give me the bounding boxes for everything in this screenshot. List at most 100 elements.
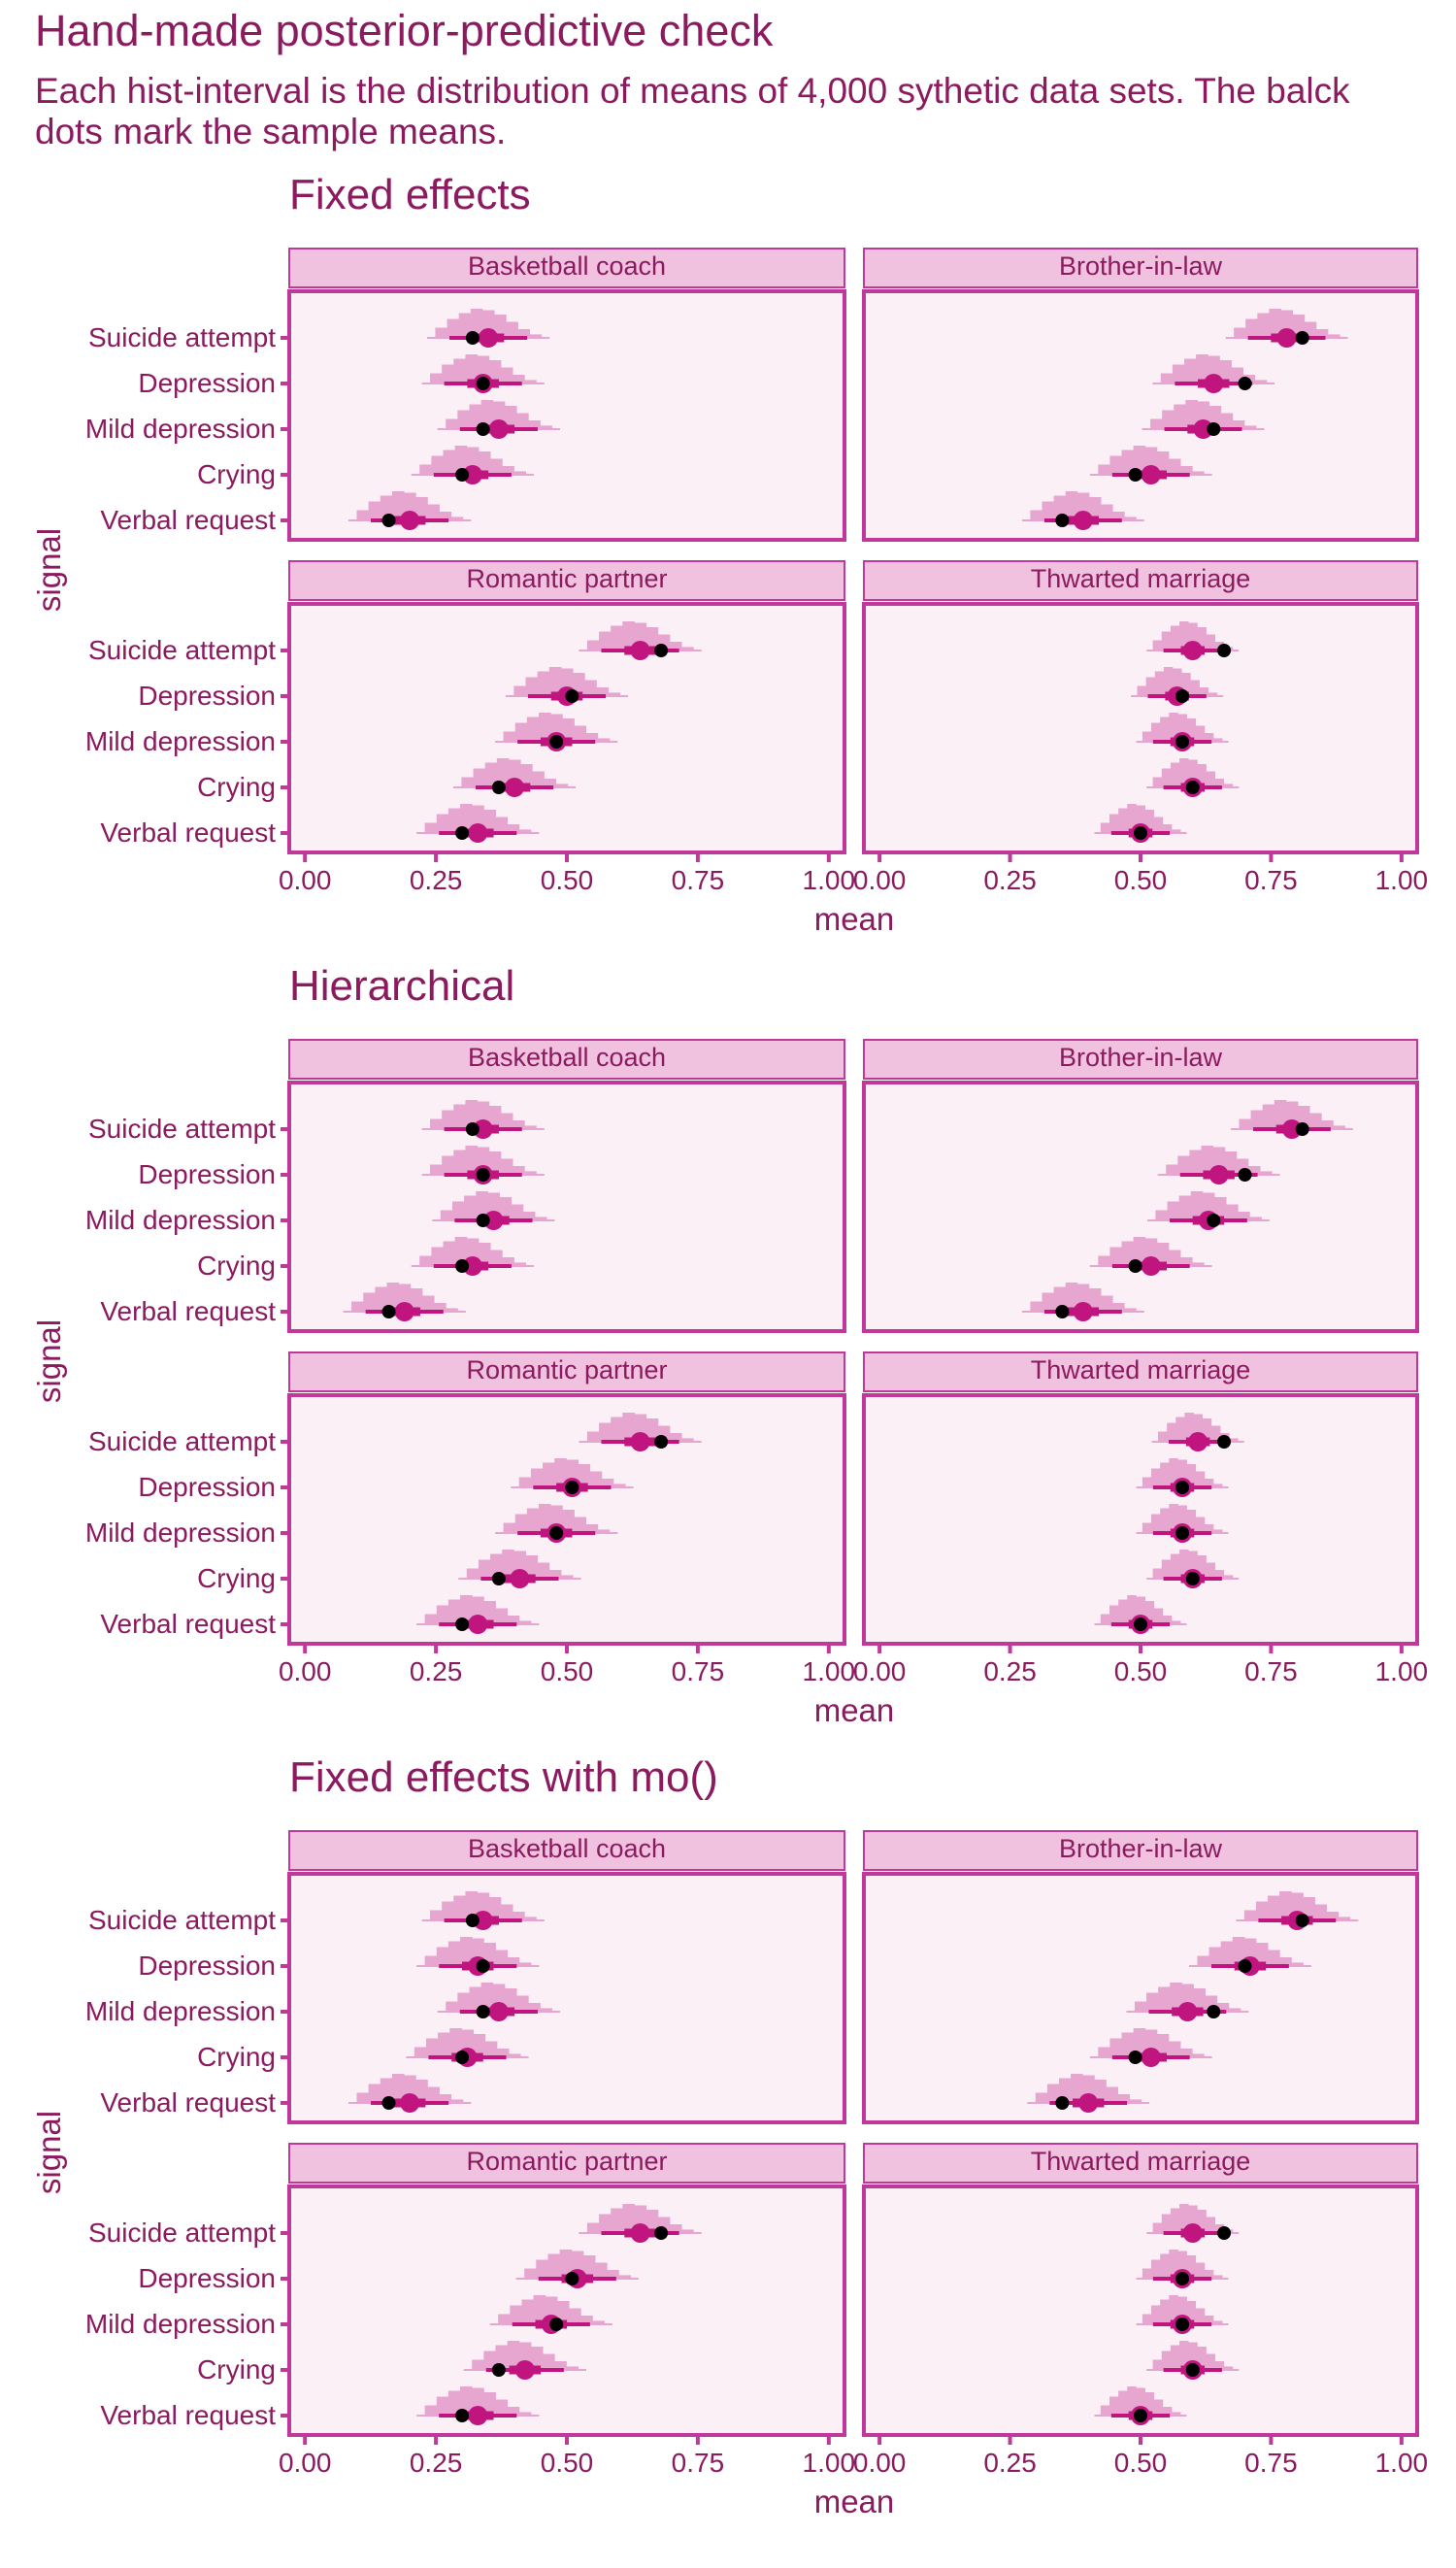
y-tick-label: Crying bbox=[197, 772, 276, 802]
posterior-hist-bar bbox=[589, 1471, 603, 1487]
y-tick-label: Suicide attempt bbox=[88, 1114, 276, 1144]
facet-strip bbox=[288, 1039, 845, 1080]
posterior-median-point bbox=[514, 2360, 535, 2380]
posterior-hist-bar bbox=[1134, 2001, 1147, 2012]
x-tick-label: 1.00 bbox=[1375, 2448, 1429, 2478]
posterior-hist-bar bbox=[543, 2353, 555, 2370]
posterior-hist-bar bbox=[528, 420, 541, 429]
posterior-hist-bar bbox=[424, 2405, 438, 2416]
posterior-hist-bar bbox=[1100, 504, 1113, 520]
posterior-hist-bar bbox=[1291, 1962, 1304, 1966]
posterior-hist-bar bbox=[1151, 2259, 1161, 2279]
posterior-hist-bar bbox=[1208, 692, 1218, 696]
posterior-hist-bar bbox=[484, 762, 498, 787]
sample-mean-dot bbox=[1055, 2096, 1070, 2110]
posterior-hist-bar bbox=[1214, 2361, 1225, 2370]
posterior-median-point bbox=[483, 1211, 504, 1230]
posterior-hist-bar bbox=[442, 1155, 454, 1175]
posterior-hist-bar bbox=[1249, 1217, 1262, 1220]
x-tick-label: 0.00 bbox=[279, 2448, 332, 2478]
x-tick-label: 0.50 bbox=[541, 1656, 594, 1686]
posterior-hist-bar bbox=[525, 677, 539, 696]
y-tick-label: Mild depression bbox=[85, 1205, 276, 1235]
posterior-hist-bar bbox=[585, 733, 599, 742]
posterior-hist-bar bbox=[375, 1286, 387, 1312]
posterior-hist-bar bbox=[1243, 425, 1257, 429]
posterior-median-point bbox=[630, 641, 650, 660]
posterior-hist-bar bbox=[1109, 455, 1122, 475]
facet-label: Romantic partner bbox=[466, 2147, 667, 2176]
sample-mean-dot bbox=[1175, 1481, 1190, 1494]
y-axis-title: signal bbox=[31, 1319, 67, 1403]
posterior-hist-bar bbox=[473, 2034, 486, 2057]
posterior-hist-bar bbox=[645, 2210, 659, 2233]
x-tick-label: 0.75 bbox=[672, 1656, 725, 1686]
posterior-hist-bar bbox=[1121, 1241, 1135, 1266]
posterior-median-point bbox=[1141, 1256, 1161, 1276]
posterior-hist-bar bbox=[507, 1957, 520, 1966]
posterior-hist-bar bbox=[351, 1301, 364, 1312]
facet-strip bbox=[288, 1830, 845, 1871]
posterior-hist-bar bbox=[1201, 1146, 1214, 1175]
posterior-hist-bar bbox=[514, 722, 528, 742]
x-tick-label: 0.75 bbox=[1244, 865, 1298, 895]
posterior-hist-bar bbox=[1150, 418, 1163, 429]
posterior-hist-bar bbox=[536, 2259, 548, 2279]
facet-strip bbox=[288, 1351, 845, 1392]
posterior-hist-bar bbox=[1155, 1210, 1169, 1220]
posterior-hist-bar bbox=[1035, 2092, 1048, 2103]
posterior-hist-bar bbox=[1158, 1986, 1171, 2012]
posterior-hist-bar bbox=[530, 2347, 544, 2370]
posterior-hist-bar bbox=[534, 1217, 547, 1220]
posterior-hist-bar bbox=[454, 1237, 468, 1266]
posterior-hist-bar bbox=[1243, 1910, 1257, 1920]
posterior-hist-bar bbox=[465, 1100, 479, 1129]
posterior-hist-bar bbox=[1190, 1191, 1204, 1220]
posterior-hist-bar bbox=[669, 2224, 682, 2233]
posterior-hist-bar bbox=[457, 410, 470, 429]
posterior-hist-bar bbox=[1088, 497, 1102, 520]
posterior-hist-bar bbox=[514, 1514, 528, 1533]
x-tick-label: 0.25 bbox=[410, 865, 463, 895]
posterior-hist-bar bbox=[1186, 718, 1197, 742]
x-tick-label: 1.00 bbox=[803, 2448, 856, 2478]
posterior-hist-bar bbox=[1094, 2080, 1107, 2103]
posterior-hist-bar bbox=[435, 327, 448, 338]
sample-mean-dot bbox=[465, 1914, 480, 1927]
posterior-hist-bar bbox=[1166, 1164, 1178, 1175]
posterior-hist-bar bbox=[1269, 309, 1282, 338]
posterior-hist-bar bbox=[1100, 1295, 1113, 1312]
posterior-hist-bar bbox=[622, 1413, 635, 1442]
posterior-hist-bar bbox=[1245, 318, 1258, 338]
y-tick-label: Depression bbox=[138, 1951, 276, 1981]
posterior-hist-bar bbox=[1065, 491, 1078, 520]
posterior-hist-bar bbox=[1180, 466, 1193, 475]
x-tick-label: 0.25 bbox=[410, 1656, 463, 1686]
posterior-hist-bar bbox=[1169, 1458, 1178, 1487]
posterior-hist-bar bbox=[442, 1901, 454, 1920]
x-tick-label: 1.00 bbox=[1375, 1656, 1429, 1686]
posterior-hist-bar bbox=[1133, 446, 1146, 475]
posterior-hist-bar bbox=[1065, 1283, 1078, 1312]
posterior-hist-bar bbox=[526, 1508, 540, 1533]
posterior-hist-bar bbox=[450, 2099, 464, 2103]
posterior-hist-bar bbox=[1169, 1504, 1178, 1533]
posterior-hist-bar bbox=[415, 2080, 428, 2103]
posterior-hist-bar bbox=[1109, 814, 1119, 833]
x-tick-label: 0.50 bbox=[541, 2448, 594, 2478]
x-axis-title: mean bbox=[814, 1692, 895, 1728]
sample-mean-dot bbox=[455, 1618, 470, 1631]
posterior-median-point bbox=[468, 2406, 488, 2425]
posterior-hist-bar bbox=[516, 1995, 529, 2012]
posterior-hist-bar bbox=[1213, 738, 1223, 742]
posterior-hist-bar bbox=[1151, 722, 1161, 742]
sample-mean-dot bbox=[1055, 1305, 1070, 1318]
posterior-hist-bar bbox=[1186, 1510, 1197, 1533]
posterior-hist-bar bbox=[1195, 1517, 1206, 1533]
sample-mean-dot bbox=[381, 514, 396, 527]
posterior-hist-bar bbox=[1274, 1100, 1287, 1129]
posterior-median-point bbox=[468, 823, 488, 843]
facet-strip bbox=[863, 560, 1418, 601]
facet-label: Brother-in-law bbox=[1059, 1834, 1223, 1863]
posterior-hist-bar bbox=[516, 413, 529, 429]
